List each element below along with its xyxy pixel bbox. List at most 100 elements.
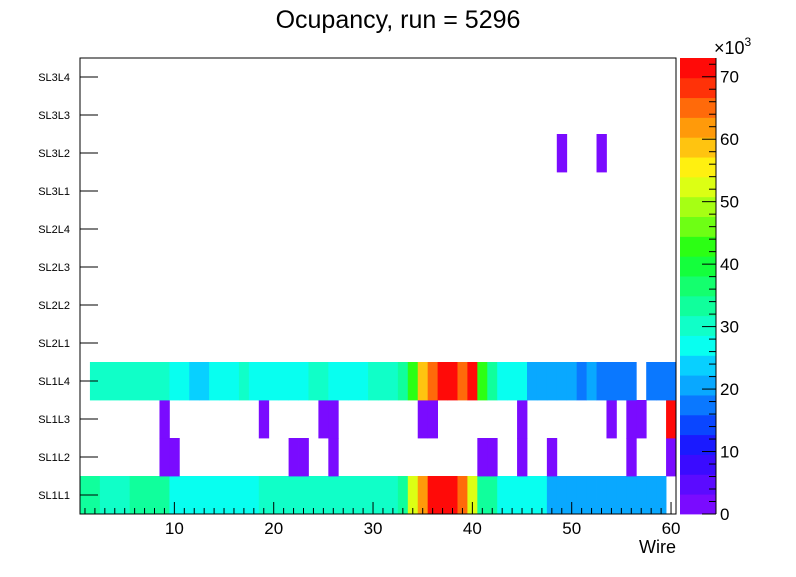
- heatmap-cell: [626, 476, 637, 515]
- heatmap-cell: [527, 362, 538, 401]
- colorbar-band: [680, 295, 716, 317]
- heatmap-cell: [536, 362, 548, 401]
- heatmap-cell: [616, 362, 627, 401]
- heatmap-cell: [507, 362, 518, 401]
- heatmap-cell: [338, 362, 349, 401]
- heatmap-cell: [268, 476, 280, 515]
- heatmap-cell: [298, 438, 309, 477]
- heatmap-cell: [576, 476, 587, 515]
- heatmap-cell: [407, 362, 419, 401]
- heatmap-cell: [368, 476, 379, 515]
- heatmap-cell: [527, 476, 538, 515]
- heatmap-cell: [99, 362, 111, 401]
- heatmap-cell: [189, 362, 200, 401]
- heatmap-cell: [348, 362, 359, 401]
- heatmap-cell: [457, 476, 468, 515]
- heatmap-cell: [139, 476, 150, 515]
- heatmap-cell: [189, 476, 200, 515]
- colorbar-tick-label: 0: [720, 505, 729, 524]
- heatmap-cell: [229, 476, 240, 515]
- heatmap-cell: [517, 438, 528, 477]
- heatmap-cell: [149, 362, 160, 401]
- heatmap-cell: [437, 362, 448, 401]
- heatmap-cell: [477, 438, 488, 477]
- heatmap-cell: [437, 476, 448, 515]
- heatmap-cell: [308, 476, 319, 515]
- heatmap-cell: [219, 476, 230, 515]
- heatmap-cell: [378, 362, 389, 401]
- colorbar-band: [680, 395, 716, 416]
- heatmap-cells: [80, 134, 677, 515]
- colorbar-tick-label: 20: [720, 380, 739, 399]
- heatmap-cell: [199, 476, 210, 515]
- heatmap-cell: [596, 134, 607, 173]
- heatmap-cell: [159, 476, 170, 515]
- heatmap-cell: [338, 476, 349, 515]
- colorbar-band: [680, 137, 716, 158]
- heatmap-cell: [179, 362, 190, 401]
- heatmap-cell: [318, 362, 329, 401]
- heatmap-cell: [487, 438, 498, 477]
- heatmap-cell: [556, 476, 568, 515]
- colorbar-band: [680, 176, 716, 198]
- heatmap-cell: [209, 362, 220, 401]
- heatmap-cell: [517, 400, 528, 439]
- heatmap-cell: [238, 476, 250, 515]
- heatmap-cell: [378, 476, 389, 515]
- heatmap-cell: [328, 476, 339, 515]
- heatmap-cell: [149, 476, 160, 515]
- heatmap-cell: [238, 362, 250, 401]
- heatmap-cell: [308, 362, 319, 401]
- plot-frame: [79, 57, 677, 515]
- heatmap-cell: [119, 476, 131, 515]
- x-tick-label: 30: [364, 519, 383, 538]
- x-tick-label: 20: [264, 519, 283, 538]
- heatmap-cell: [159, 362, 170, 401]
- heatmap-cell: [556, 134, 568, 173]
- heatmap-cell: [656, 362, 667, 401]
- heatmap-cell: [477, 476, 488, 515]
- chart-title: Ocupancy, run = 5296: [276, 6, 521, 34]
- colorbar-tick-label: 10: [720, 443, 739, 462]
- x-tick-label: 60: [662, 519, 681, 538]
- heatmap-cell: [477, 362, 488, 401]
- colorbar-exponent: ×103: [714, 35, 752, 58]
- heatmap-cell: [427, 362, 438, 401]
- heatmap-cell: [666, 400, 677, 439]
- colorbar-band: [680, 315, 716, 336]
- y-axis: SL1L1 SL1L2 SL1L3 SL1L4 SL2L1 SL2L2 SL2L3 SL2L4…: [38, 72, 98, 502]
- heatmap-cell: [109, 362, 121, 401]
- heatmap-cell: [387, 476, 399, 515]
- heatmap-cell: [646, 362, 657, 401]
- heatmap-cell: [417, 362, 429, 401]
- heatmap-cell: [596, 362, 607, 401]
- colorbar-band: [680, 276, 716, 297]
- colorbar-band: [680, 216, 716, 237]
- heatmap-cell: [636, 400, 647, 439]
- heatmap-cell: [328, 400, 339, 439]
- colorbar-band: [680, 256, 716, 277]
- heatmap-cell: [467, 362, 478, 401]
- colorbar-band: [680, 414, 716, 436]
- y-tick-label: SL1L3: [38, 414, 70, 426]
- heatmap-cell: [199, 362, 210, 401]
- colorbar-tick-label: 60: [720, 130, 739, 149]
- heatmap-cell: [656, 476, 667, 515]
- x-tick-label: 10: [165, 519, 184, 538]
- x-axis: 10 20 30 40 50 60: [84, 502, 681, 538]
- heatmap-cell: [467, 476, 478, 515]
- colorbar-tick-label: 70: [720, 68, 739, 87]
- heatmap-cell: [229, 362, 240, 401]
- heatmap-cell: [606, 476, 617, 515]
- heatmap-cell: [576, 362, 587, 401]
- y-tick-label: SL2L1: [38, 338, 70, 350]
- colorbar-band: [680, 58, 716, 79]
- heatmap-cell: [258, 362, 270, 401]
- heatmap-cell: [517, 362, 528, 401]
- heatmap-cell: [606, 400, 617, 439]
- color-scale: 0 10 20 30 40 50 60 70: [680, 58, 739, 524]
- heatmap-cell: [159, 400, 170, 439]
- heatmap-cell: [169, 438, 180, 477]
- colorbar-band: [680, 97, 716, 118]
- heatmap-cell: [288, 438, 299, 477]
